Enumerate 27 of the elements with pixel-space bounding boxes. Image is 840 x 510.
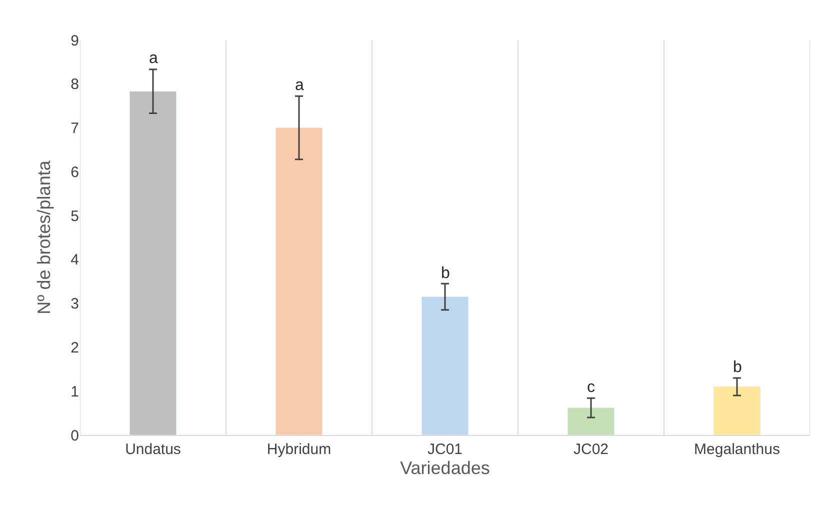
bar (129, 91, 177, 435)
y-tick-label: 6 (70, 164, 79, 181)
annotation: a (149, 50, 158, 67)
y-tick-label: 8 (70, 76, 79, 94)
y-tick-label: 4 (70, 252, 79, 269)
y-tick-label: 9 (70, 32, 79, 50)
x-tick-label: Megalanthus (694, 441, 780, 458)
y-axis-title: Nº de brotes/planta (34, 160, 54, 314)
bar (713, 386, 761, 435)
y-tick-label: 0 (70, 427, 79, 444)
x-tick-label: Hybridum (266, 441, 332, 458)
y-tick-label: 5 (70, 208, 79, 225)
x-tick-label: Undatus (125, 441, 181, 458)
x-axis-title: Variedades (400, 458, 490, 478)
bar (567, 408, 615, 435)
y-tick-label: 3 (70, 296, 79, 313)
annotation: b (733, 359, 742, 376)
y-tick-label: 1 (70, 383, 79, 400)
annotation: a (295, 77, 304, 94)
x-tick-label: JC01 (427, 441, 463, 458)
bar (421, 296, 469, 435)
y-tick-label: 7 (70, 120, 79, 138)
annotation: b (441, 265, 450, 282)
y-tick-label: 2 (70, 339, 79, 356)
bar (275, 128, 323, 435)
x-tick-label: JC02 (573, 441, 609, 458)
annotation: c (587, 379, 595, 396)
